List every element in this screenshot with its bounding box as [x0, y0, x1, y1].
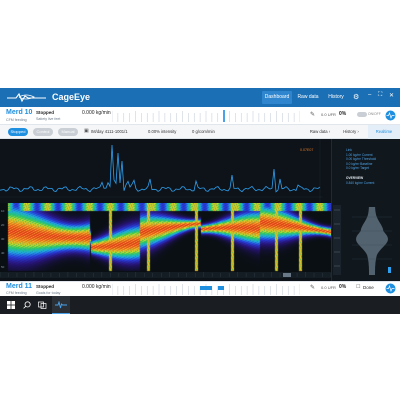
- echogram-panel: 0.07E07: [0, 139, 400, 281]
- fish-logo-icon: [7, 92, 46, 103]
- feeding-timeline: [112, 110, 300, 122]
- pct-value: 0%: [339, 284, 347, 290]
- stopped-button[interactable]: Stopped: [8, 128, 28, 136]
- y-tick: 30: [1, 237, 5, 241]
- manual-button[interactable]: Manual: [58, 128, 78, 136]
- pen-row-merd-11[interactable]: Merd 11 CFM feeding Stopped Goals for to…: [0, 281, 400, 296]
- overview-info: OVERVIEW 0.840 kg/m³ Current: [346, 176, 374, 185]
- close-icon[interactable]: ✕: [389, 93, 395, 99]
- timeline-current-marker: [223, 110, 225, 122]
- ufr-value: 0.0 UFR: [321, 285, 336, 290]
- density-info: Link 1.00 kg/m³ Current 0.00 kg/m³ Thres…: [346, 148, 376, 171]
- pen-status: Stopped: [36, 110, 54, 115]
- cageeye-app-icon: [55, 301, 67, 309]
- nav-raw-data[interactable]: Raw data: [297, 94, 319, 100]
- overview-title: OVERVIEW: [346, 176, 364, 180]
- y-tick: 40: [1, 251, 5, 255]
- pen-subtitle: CFM feeding: [6, 118, 27, 122]
- feeding-block: [218, 286, 224, 290]
- tab-realtime[interactable]: Realtime: [368, 125, 400, 139]
- pen-status-sub: Goals for today: [36, 290, 61, 295]
- pen-subtitle: CFM feeding: [6, 291, 27, 295]
- depth-distribution-plot: [352, 207, 392, 275]
- feeding-block: [200, 286, 212, 290]
- feeding-timeline: [112, 284, 300, 295]
- taskbar: [0, 296, 400, 314]
- echogram-y-axis: 10 20 30 40 50: [0, 205, 8, 277]
- search-icon[interactable]: [23, 301, 31, 309]
- pen-name: Merd 10: [6, 109, 33, 116]
- waveform-status-icon[interactable]: [385, 110, 396, 121]
- nav-history[interactable]: History: [328, 94, 344, 100]
- pen-status: Stopped: [36, 284, 54, 289]
- app-title: CageEye: [52, 92, 91, 102]
- pen-row-merd-10[interactable]: Merd 10 CFM feeding Stopped Satiety live…: [0, 107, 400, 125]
- pen-name: Merd 11: [6, 283, 33, 290]
- feed-rate-value: 0.000 kg/min: [82, 110, 111, 116]
- task-view-icon[interactable]: [38, 301, 47, 309]
- cageeye-taskbar-button[interactable]: [52, 296, 70, 314]
- feed-signal-chart: [0, 139, 323, 203]
- info-line: 1.00 kg/m³ Current: [346, 152, 373, 157]
- info-line: 0.0 kg/m³ Baseline: [346, 161, 373, 166]
- time-scrubber[interactable]: [0, 272, 331, 278]
- pen-status-sub: Satiety live feet: [36, 117, 61, 121]
- info-line: 0.00 kg/m³ Threshold: [346, 157, 377, 162]
- y-tick: 50: [1, 265, 5, 269]
- depth-scale: [333, 205, 341, 275]
- app-header: CageEye Dashboard Raw data History ⚙ – ⛶…: [0, 88, 400, 107]
- scrubber-handle[interactable]: [283, 273, 291, 277]
- gear-icon[interactable]: ⚙: [353, 94, 360, 101]
- camera-icon: ▣: [84, 128, 89, 134]
- pencil-icon[interactable]: ✎: [310, 112, 316, 118]
- echogram-heatmap: [0, 203, 331, 277]
- feed-rate-value: 0.000 kg/min: [82, 284, 111, 290]
- nav-dashboard[interactable]: Dashboard: [262, 91, 292, 104]
- y-tick: 20: [1, 223, 5, 227]
- done-checkbox-icon[interactable]: ☐: [356, 284, 361, 290]
- rate-text: 0 g/com/min: [192, 129, 215, 134]
- density-side-panel: [331, 139, 400, 281]
- info-line: 0.0 kg/m³ Target: [346, 166, 369, 171]
- pencil-icon[interactable]: ✎: [310, 285, 316, 291]
- done-label: Done: [363, 285, 374, 290]
- intensity-text: 0.00% intensity: [148, 129, 177, 134]
- overview-line: 0.840 kg/m³ Current: [346, 180, 375, 185]
- ufr-value: 0.0 UFR: [321, 112, 336, 117]
- toggle-label: ON/OFF: [368, 112, 381, 116]
- maximize-icon[interactable]: ⛶: [378, 92, 383, 98]
- device-id: IM/day 4111-1001/1: [91, 129, 128, 134]
- y-tick: 10: [1, 209, 5, 213]
- waveform-status-icon[interactable]: [385, 283, 396, 294]
- feeding-toggle[interactable]: [357, 112, 367, 117]
- pen-toolbar: Stopped Control Manual ▣ IM/day 4111-100…: [0, 125, 400, 139]
- signal-peak-label: 0.07E07: [300, 148, 314, 152]
- windows-start-icon[interactable]: [7, 301, 15, 309]
- distribution-marker: [388, 267, 391, 273]
- minimize-icon[interactable]: –: [368, 92, 372, 98]
- info-line: Link: [346, 148, 352, 152]
- tab-raw-data[interactable]: Raw data ›: [309, 129, 331, 134]
- pct-value: 0%: [339, 111, 347, 117]
- tab-history[interactable]: History ›: [343, 129, 359, 134]
- control-button[interactable]: Control: [33, 128, 53, 136]
